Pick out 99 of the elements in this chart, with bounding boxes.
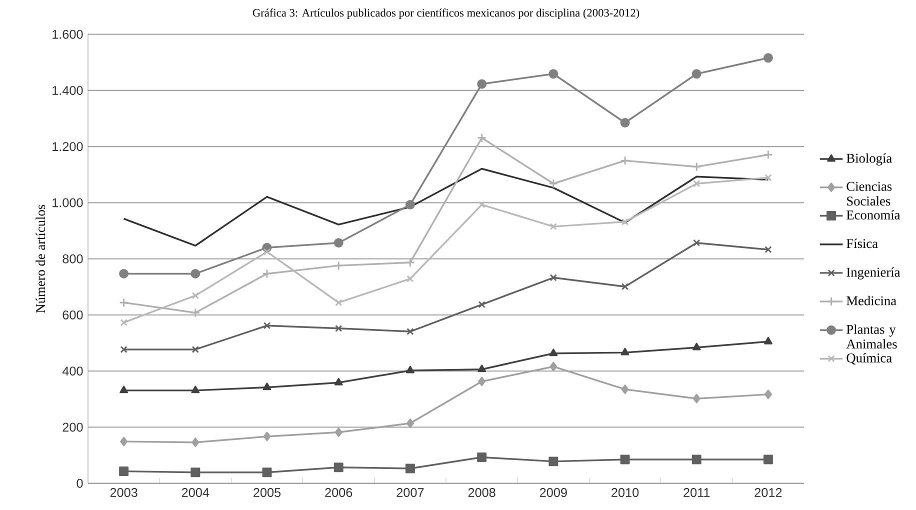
point (334, 428, 342, 437)
point (263, 322, 271, 330)
x-tick-label: 2006 (325, 488, 352, 498)
point (763, 53, 773, 63)
point (334, 238, 344, 248)
point (406, 275, 414, 282)
point (120, 318, 128, 326)
point (190, 308, 200, 318)
point (692, 162, 702, 172)
point (406, 366, 414, 374)
legend-label: Ingeniería (846, 267, 900, 280)
x-tick-label: 2004 (182, 488, 210, 498)
y-tick-label: 0 (76, 478, 83, 488)
legend-label: Química (846, 353, 892, 364)
legend-label: Plantas y Animales (846, 324, 897, 349)
point (334, 462, 344, 472)
point (692, 69, 702, 79)
x-tick-label: 2003 (110, 488, 138, 498)
point (620, 454, 630, 464)
point (478, 376, 486, 386)
y-tick-label: 600 (62, 310, 83, 320)
x-tick-label: 2007 (396, 488, 424, 498)
point (693, 239, 700, 246)
point (192, 346, 199, 354)
point (477, 79, 487, 89)
point (621, 283, 629, 290)
point (692, 454, 702, 464)
point (119, 268, 129, 278)
point (120, 436, 128, 446)
legend-label: Ciencias Sociales (846, 182, 892, 206)
point (406, 328, 414, 336)
y-tick-label: 1.600 (52, 30, 83, 39)
point (405, 200, 415, 210)
point (119, 466, 129, 476)
point (548, 456, 558, 466)
point (620, 118, 630, 128)
y-tick-label: 1.400 (52, 86, 83, 95)
point (763, 454, 773, 464)
x-tick-label: 2008 (468, 488, 496, 498)
point (764, 174, 772, 182)
point (621, 218, 629, 226)
point (406, 418, 414, 428)
point (191, 386, 200, 394)
point (478, 364, 486, 372)
point (119, 298, 129, 308)
point (764, 390, 772, 400)
x-tick-label: 2012 (754, 488, 782, 498)
point (763, 150, 773, 160)
point (550, 362, 558, 372)
x-tick-label: 2010 (612, 488, 639, 498)
y-axis-title: Número de artículos (36, 204, 46, 313)
point (405, 258, 415, 268)
point (262, 468, 272, 478)
point (190, 468, 200, 478)
point (550, 222, 557, 230)
point (549, 348, 558, 356)
point (335, 324, 342, 332)
point (621, 384, 629, 394)
y-tick-label: 800 (62, 254, 83, 264)
legend-label: Física (846, 238, 878, 248)
point (620, 156, 630, 166)
legend-label: Medicina (846, 296, 896, 306)
point (120, 346, 128, 354)
y-tick-label: 1.200 (52, 142, 83, 152)
point (334, 260, 344, 270)
legend-label: Economía (846, 210, 900, 220)
x-tick-label: 2011 (684, 488, 710, 498)
point (262, 268, 272, 278)
legend-label: Biología (846, 153, 892, 166)
point (692, 394, 700, 404)
point (478, 201, 486, 208)
y-tick-label: 1.000 (52, 198, 83, 208)
y-tick-label: 200 (62, 422, 83, 432)
point (478, 301, 486, 308)
point (548, 178, 558, 188)
point (548, 69, 558, 79)
point (190, 268, 200, 278)
point (620, 348, 630, 356)
point (262, 382, 272, 390)
point (550, 274, 557, 282)
x-tick-label: 2009 (540, 488, 567, 498)
point (120, 386, 128, 394)
point (263, 248, 271, 256)
line-series (122, 168, 770, 247)
point (764, 336, 772, 344)
point (693, 180, 700, 188)
point (477, 133, 487, 143)
point (764, 246, 772, 254)
point (477, 452, 487, 462)
point (192, 292, 199, 300)
y-tick-label: 400 (62, 366, 83, 376)
point (192, 438, 200, 448)
chart-title: Gráfica 3: Artículos publicados por científicos mexicanos por disciplina (2003-2012) (252, 8, 640, 19)
point (405, 464, 415, 474)
x-tick-label: 2005 (254, 488, 281, 498)
point (335, 299, 342, 306)
point (692, 342, 701, 350)
point (263, 432, 271, 442)
point (334, 378, 343, 386)
